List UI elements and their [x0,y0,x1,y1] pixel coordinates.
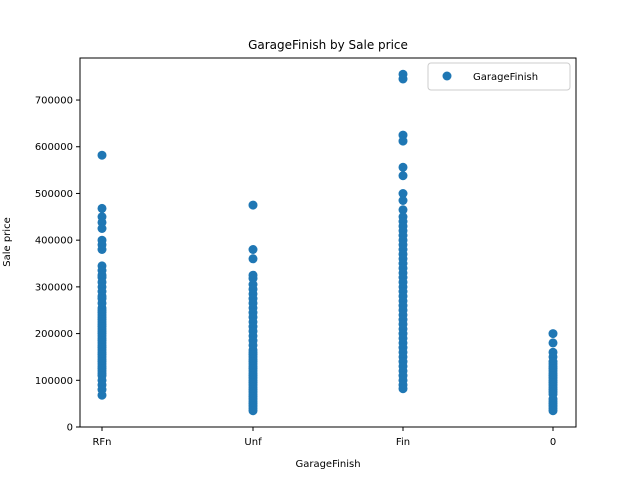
data-point [248,200,258,210]
y-ticks: 0 100000 200000 300000 400000 500000 600000 700… [35,96,80,434]
x-tick-label: RFn [92,437,111,448]
plot-frame [79,57,577,428]
x-tick-label: Fin [396,437,410,448]
x-ticks: RFn Unf Fin 0 [92,427,556,448]
data-point [398,205,408,215]
data-point [398,171,408,181]
y-tick-label: 500000 [35,189,73,200]
legend-marker [442,71,452,81]
points-layer [97,69,558,416]
y-tick-label: 200000 [35,329,73,340]
x-axis-label: GarageFinish [295,459,360,470]
x-tick-label: Unf [244,437,262,448]
data-point [398,162,408,172]
y-tick-label: 100000 [35,376,73,387]
y-tick-label: 0 [67,423,73,434]
data-point [248,254,258,264]
data-point [248,245,258,254]
legend-box [427,62,571,91]
data-point [248,406,258,416]
x-tick-label: 0 [550,437,556,448]
data-point [97,150,107,160]
data-point [97,245,107,254]
data-point [398,196,408,205]
data-point [97,203,107,213]
legend-label: GarageFinish [473,72,538,83]
y-tick-label: 700000 [35,96,73,107]
data-point [97,224,107,233]
y-tick-label: 600000 [35,142,73,153]
y-axis-label: Sale price [2,217,13,266]
y-tick-label: 300000 [35,282,73,293]
legend: GarageFinish [427,62,571,91]
chart-title: GarageFinish by Sale price [248,38,408,52]
data-point [398,136,408,146]
data-point [398,384,408,394]
y-tick-label: 400000 [35,236,73,247]
data-point [548,406,558,416]
data-point [398,189,408,198]
data-point [97,390,107,400]
data-point [548,329,558,339]
data-point [398,74,408,84]
data-point [548,338,558,348]
